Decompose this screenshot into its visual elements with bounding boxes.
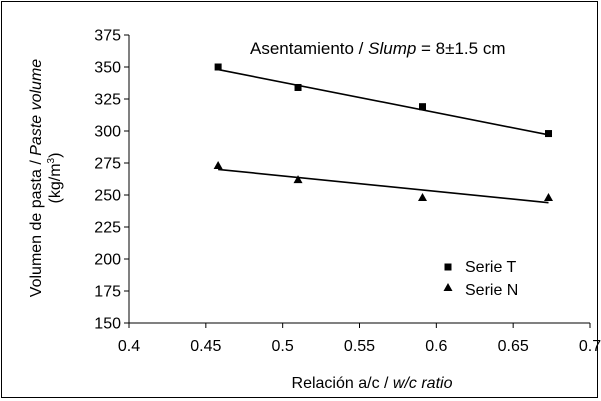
x-tick-label: 0.6 (425, 338, 447, 355)
point-serie-t (419, 103, 427, 111)
slump-annotation: Asentamiento / Slump = 8±1.5 cm (250, 39, 506, 58)
point-serie-n (544, 193, 554, 202)
point-serie-t (214, 63, 222, 71)
y-tick-label: 200 (94, 252, 121, 269)
data-points (213, 63, 554, 202)
trendline-serie-t (217, 68, 549, 136)
point-serie-n (293, 175, 303, 184)
point-serie-n (418, 193, 428, 202)
x-tick-label: 0.55 (344, 338, 375, 355)
x-tick-label: 0.4 (118, 338, 140, 355)
legend-label-serie-n: Serie N (465, 282, 518, 299)
point-serie-n (213, 161, 223, 170)
x-tick-label: 0.5 (272, 338, 294, 355)
y-axis-label-line1: Volumen de pasta / Paste volume (28, 59, 45, 297)
x-tick-label: 0.45 (190, 338, 221, 355)
y-tick-label: 150 (94, 316, 121, 333)
x-tick-label: 0.65 (498, 338, 529, 355)
y-tick-label: 300 (94, 124, 121, 141)
y-tick-label: 325 (94, 92, 121, 109)
y-axis-label-line2: (kg/m3) (46, 153, 64, 204)
legend-marker-serie-t (444, 263, 452, 271)
y-tick-label: 250 (94, 188, 121, 205)
point-serie-t (545, 130, 553, 138)
legend-marker-serie-n (443, 283, 453, 291)
x-tick-label: 0.7 (579, 338, 601, 355)
y-tick-label: 225 (94, 220, 121, 237)
ticks: 375 350 325 300 275 250 225 200 175 150 0.4 0.45 0.5… (94, 28, 601, 356)
legend-label-serie-t: Serie T (465, 259, 517, 276)
axes (128, 35, 590, 324)
trendline-serie-n (218, 168, 549, 204)
y-tick-label: 350 (94, 60, 121, 77)
point-serie-t (294, 83, 302, 91)
trendlines (217, 68, 549, 204)
y-tick-label: 375 (94, 28, 121, 45)
x-axis-label: Relación a/c / w/c ratio (292, 375, 453, 392)
legend: Serie T Serie N (443, 259, 518, 299)
y-tick-label: 175 (94, 284, 121, 301)
y-tick-label: 275 (94, 156, 121, 173)
